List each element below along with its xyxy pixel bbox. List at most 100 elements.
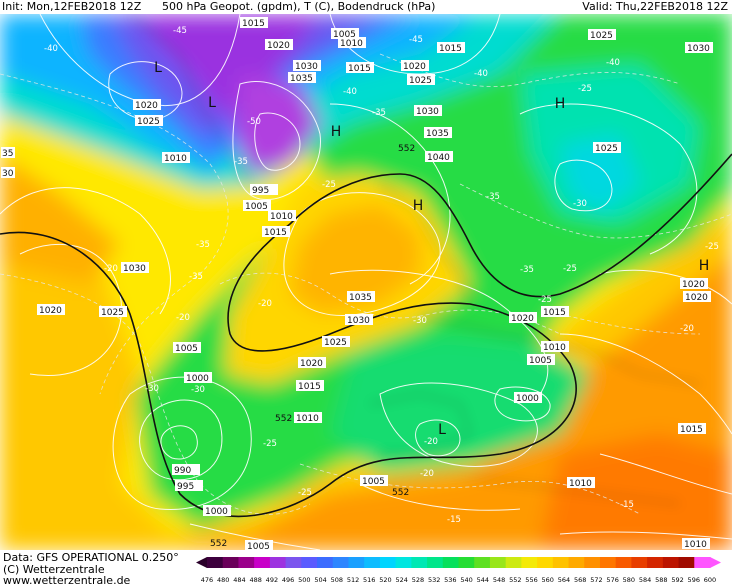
isobar-label: 1025	[137, 117, 160, 127]
isobar-label: 1015	[348, 64, 371, 74]
colorbar-max-arrow	[710, 557, 721, 568]
temperature-label: -25	[578, 84, 592, 94]
valid-time: Valid: Thu,22FEB2018 12Z	[582, 0, 728, 13]
isobar-label: 1015	[680, 425, 703, 435]
isobar-label: 1000	[186, 374, 209, 384]
colorbar-tick-label: 592	[671, 576, 684, 584]
colorbar-segment	[442, 557, 460, 568]
isobar-label: 1015	[543, 308, 566, 318]
colorbar-segment	[364, 557, 381, 568]
colorbar-tick-label: 536	[444, 576, 457, 584]
temperature-label: -15	[620, 500, 634, 510]
isobar-label: 990	[174, 466, 191, 476]
colorbar-tick-label: 580	[622, 576, 636, 584]
temperature-label: -45	[173, 26, 187, 36]
isobar-labels: 1015 1005 1010 1020 1030 1035 1015 1020 …	[1, 17, 713, 550]
colorbar-tick-label: 516	[363, 576, 376, 584]
colorbar-tick-label: 556	[525, 576, 538, 584]
isobar-label: 1015	[439, 44, 462, 54]
isobar-label: 1020	[682, 280, 705, 290]
colorbar-segment	[568, 557, 585, 568]
temperature-label: -20	[424, 437, 438, 447]
temperature-label: -15	[447, 515, 461, 525]
temperature-label: -20	[680, 324, 694, 334]
isobar-label: 1005	[362, 477, 385, 487]
isobar-label: 1030	[123, 264, 146, 274]
temperature-label: -25	[322, 180, 336, 190]
isobar-label: 1020	[135, 101, 158, 111]
geopotential-label: 552	[210, 539, 227, 549]
temperature-labels: -40 -45 -40 -40 -45 -50 -40 -35 -35 -25 …	[44, 26, 719, 525]
isobar-label: 1025	[595, 144, 618, 154]
init-time: Init: Mon,12FEB2018 12Z	[2, 0, 142, 13]
isobar-label: 1025	[409, 76, 432, 86]
colorbar-segment	[301, 557, 318, 568]
colorbar-tick-label: 476	[200, 576, 214, 584]
colorbar-labels: 476 480 484 488 492 496 500 504 508 512 516 520 524 5…	[201, 575, 716, 585]
temperature-label: -25	[298, 488, 312, 498]
colorbar-segment	[238, 557, 255, 568]
colorbar-tick-label: 480	[217, 576, 230, 584]
temperature-label: -20	[420, 469, 434, 479]
colorbar-tick-label: 532	[427, 576, 441, 584]
chart-header: Init: Mon,12FEB2018 12Z 500 hPa Geopot. …	[0, 0, 732, 14]
colorbar-tick-label: 484	[233, 576, 246, 584]
pressure-system-symbols: L L H H H H L	[154, 60, 709, 438]
isobar-label: 1020	[267, 41, 290, 51]
isobar-label: 1030	[347, 316, 370, 326]
geopotential-field	[0, 14, 732, 550]
temperature-label: -25	[705, 242, 719, 252]
temperature-label: -20	[104, 264, 118, 274]
isobar-label: 1040	[427, 153, 450, 163]
isobar-label: 1010	[164, 154, 187, 164]
isobar-label: 1020	[39, 306, 62, 316]
isobar-label: 1015	[264, 228, 287, 238]
colorbar-segment	[694, 557, 711, 568]
colorbar-tick-label: 496	[281, 576, 295, 584]
temperature-label: -30	[413, 316, 427, 326]
isobar-label: 1025	[324, 338, 347, 348]
colorbar-tick-label: 544	[476, 576, 490, 584]
colorbar-tick-label: 488	[249, 576, 262, 584]
temperature-label: -35	[234, 157, 248, 167]
colorbar-tick-label: 520	[379, 576, 392, 584]
colorbar-segment	[411, 557, 428, 568]
colorbar-segment	[254, 557, 271, 568]
colorbar-tick-label: 508	[330, 576, 344, 584]
isobar-label: 1030	[416, 107, 439, 117]
isobar-label: 1010	[543, 343, 566, 353]
colorbar-segment	[505, 557, 522, 568]
colorbar-tick-label: 500	[298, 576, 311, 584]
temperature-label: -35	[196, 240, 210, 250]
colorbar-tick-label: 564	[557, 576, 571, 584]
colorbar-segment	[395, 557, 412, 568]
isobar-label: 1025	[101, 308, 124, 318]
colorbar-tick-label: 524	[395, 576, 408, 584]
colorbar-segment	[348, 557, 365, 568]
isobar-label: 1005	[247, 542, 270, 550]
temperature-label: -35	[486, 192, 500, 202]
low-pressure-symbol: L	[154, 60, 162, 76]
geopotential-labels: 552 552 552 552	[210, 144, 415, 549]
geopotential-label: 552	[275, 414, 292, 424]
colorbar-min-arrow	[196, 557, 207, 568]
colorbar-segment	[615, 557, 633, 568]
temperature-label: -25	[563, 264, 577, 274]
temperature-label: -30	[145, 384, 159, 394]
isobar-label: 1035	[290, 74, 313, 84]
isobar-label: 1015	[242, 19, 265, 29]
colorbar-tick-label: 596	[687, 576, 700, 584]
isobar-label: 1025	[590, 31, 613, 41]
colorbar-segment	[474, 557, 491, 568]
colorbar-tick-label: 528	[411, 576, 425, 584]
geopotential-label: 552	[392, 488, 409, 498]
temperature-label: -20	[258, 299, 272, 309]
colorbar-tick-label: 560	[541, 576, 554, 584]
isobar-label: 1010	[296, 414, 319, 424]
isobar-label: 1005	[529, 356, 552, 366]
colorbar-tick-label: 576	[606, 576, 619, 584]
temperature-label: -40	[44, 44, 58, 54]
high-pressure-symbol: H	[699, 258, 710, 274]
colorbar-segment	[332, 557, 350, 568]
isobar-label: 1010	[270, 212, 293, 222]
